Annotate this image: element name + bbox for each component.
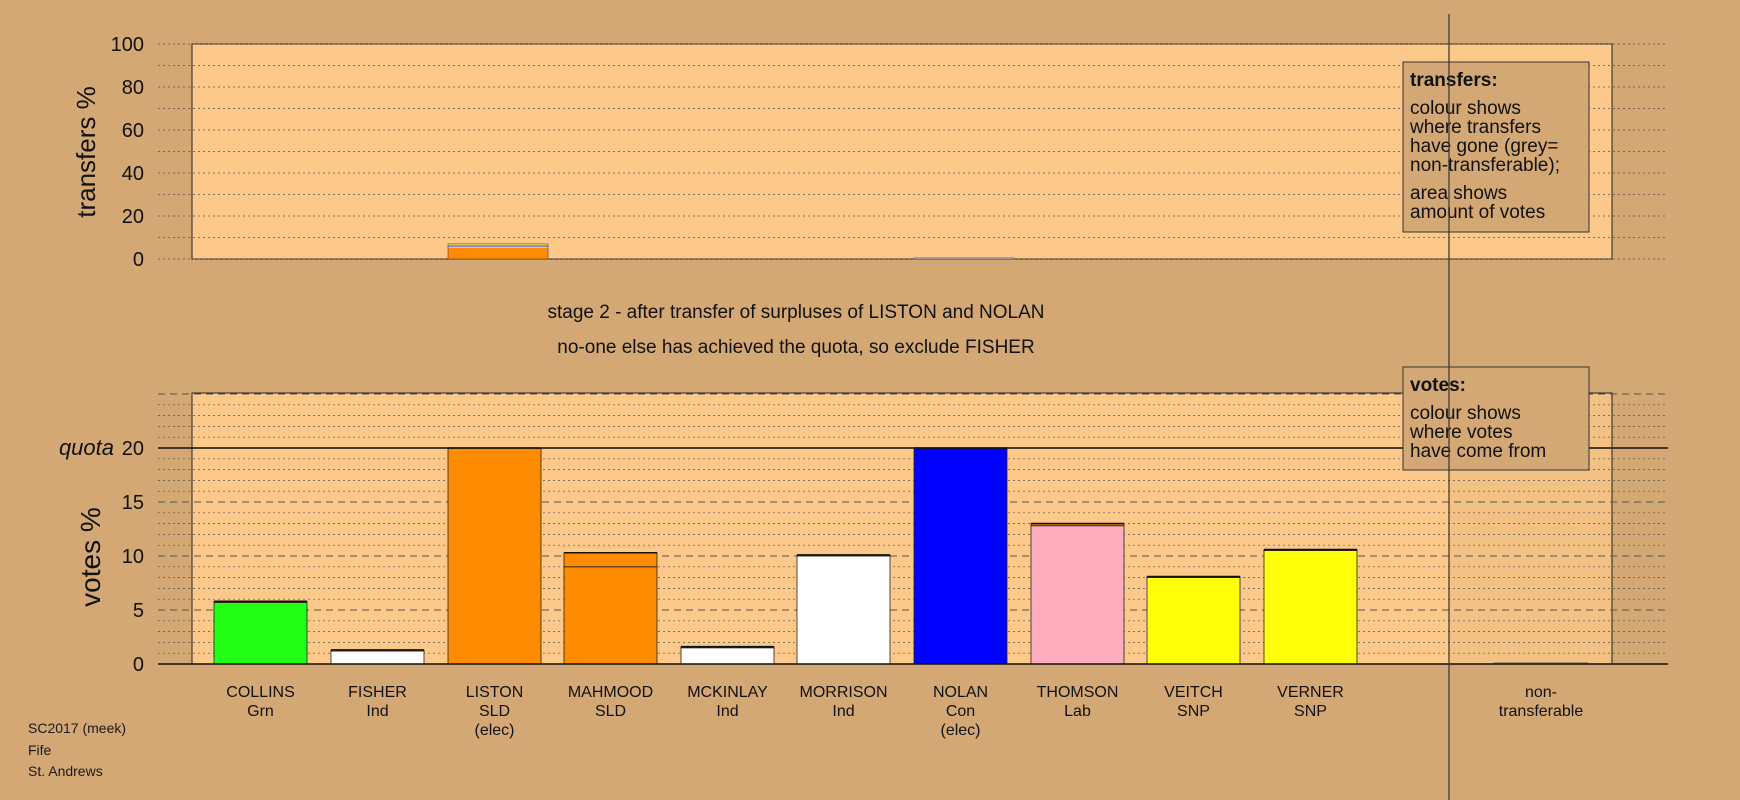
votes-legend-text: where votes	[1409, 422, 1512, 443]
candidate-name: MORRISON	[800, 684, 888, 701]
votes-legend-text: colour shows	[1410, 403, 1521, 424]
votes-panel	[191, 392, 1613, 665]
transfers-legend-text: where transfers	[1409, 117, 1541, 138]
transfers-tick-label: 100	[111, 34, 144, 56]
transfers-legend-text: amount of votes	[1410, 202, 1545, 223]
transfer-bar-liston	[448, 246, 548, 248]
vote-bar-liston	[447, 447, 542, 665]
footer-ward: St. Andrews	[28, 763, 103, 779]
vote-bar-thomson	[1030, 525, 1125, 665]
candidate-party: Con	[946, 703, 975, 720]
vote-bar-mahmood	[563, 566, 658, 665]
transfer-bar-outline-nolan	[913, 257, 1015, 260]
transfers-legend-text: area shows	[1410, 183, 1507, 204]
votes-tick-label: 10	[122, 546, 144, 568]
transfer-bar-liston	[448, 244, 548, 246]
transfers-legend-title: transfers:	[1410, 70, 1498, 91]
votes-tick-label: 15	[122, 492, 144, 514]
candidate-party: Grn	[247, 703, 274, 720]
transfer-bar-liston	[448, 245, 548, 247]
votes-tick-label: 5	[133, 600, 144, 622]
transfer-bar-outline-liston	[447, 243, 549, 260]
transfers-legend-text: colour shows	[1410, 98, 1521, 119]
vote-bar-mckinlay	[680, 647, 775, 665]
transfers-legend-text: have gone (grey=	[1410, 136, 1558, 157]
stage-caption: stage 2 - after transfer of surpluses of…	[547, 302, 1044, 323]
vote-bar-veitch	[1146, 577, 1241, 665]
transfers-tick-label: 60	[122, 120, 144, 142]
candidate-name: COLLINS	[226, 684, 294, 701]
transfers-tick-label: 40	[122, 163, 144, 185]
candidate-party: Ind	[832, 703, 854, 720]
vote-bar-mahmood	[563, 552, 658, 568]
vote-bar-verner	[1263, 550, 1358, 665]
quota-label: quota	[59, 435, 114, 460]
transfers-tick-label: 0	[133, 249, 144, 271]
candidate-name: LISTON	[466, 684, 524, 701]
transfers-tick-label: 20	[122, 206, 144, 228]
candidate-name: MAHMOOD	[568, 684, 653, 701]
non-transferable-label: non-	[1525, 684, 1557, 701]
votes-legend	[1402, 366, 1590, 471]
candidate-party: Ind	[716, 703, 738, 720]
vote-bar-morrison	[796, 555, 891, 665]
stage-caption-sub: no-one else has achieved the quota, so e…	[557, 337, 1034, 358]
candidate-name: VERNER	[1277, 684, 1344, 701]
candidate-party: Lab	[1064, 703, 1091, 720]
transfers-tick-label: 80	[122, 77, 144, 99]
votes-tick-label: 0	[133, 654, 144, 676]
candidate-party: Ind	[366, 703, 388, 720]
non-transferable-label: transferable	[1499, 703, 1584, 720]
transfer-bar-nolan	[914, 257, 1014, 259]
vote-bar-collins	[213, 602, 308, 665]
candidate-name: MCKINLAY	[687, 684, 768, 701]
transfers-legend-text: non-transferable);	[1410, 155, 1560, 176]
candidate-party: SLD	[479, 703, 510, 720]
candidate-status: (elec)	[474, 722, 514, 739]
candidate-name: VEITCH	[1164, 684, 1223, 701]
votes-axis-label: votes %	[75, 507, 106, 607]
transfers-legend	[1402, 61, 1590, 233]
candidate-name: THOMSON	[1037, 684, 1119, 701]
footer-system: SC2017 (meek)	[28, 720, 127, 736]
candidate-name: NOLAN	[933, 684, 988, 701]
candidate-party: SLD	[595, 703, 626, 720]
candidate-party: SNP	[1177, 703, 1210, 720]
vote-bar-fisher	[330, 650, 425, 665]
votes-legend-title: votes:	[1410, 375, 1466, 396]
votes-legend-text: have come from	[1410, 441, 1546, 462]
footer-council: Fife	[28, 742, 52, 758]
candidate-party: SNP	[1294, 703, 1327, 720]
vote-bar-nolan	[913, 447, 1008, 665]
votes-tick-label: 20	[122, 438, 144, 460]
transfers-axis-label: transfers %	[71, 86, 101, 218]
candidate-status: (elec)	[940, 722, 980, 739]
candidate-name: FISHER	[348, 684, 407, 701]
transfer-bar-liston	[448, 247, 548, 259]
